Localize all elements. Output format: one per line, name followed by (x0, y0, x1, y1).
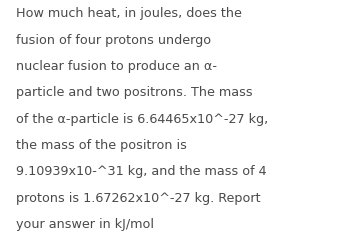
Text: the mass of the positron is: the mass of the positron is (16, 139, 187, 152)
Text: nuclear fusion to produce an α-: nuclear fusion to produce an α- (16, 60, 217, 73)
Text: particle and two positrons. The mass: particle and two positrons. The mass (16, 86, 252, 99)
Text: How much heat, in joules, does the: How much heat, in joules, does the (16, 7, 241, 20)
Text: 9.10939x10-^31 kg, and the mass of 4: 9.10939x10-^31 kg, and the mass of 4 (16, 165, 266, 178)
Text: fusion of four protons undergo: fusion of four protons undergo (16, 34, 211, 47)
Text: your answer in kJ/mol: your answer in kJ/mol (16, 218, 154, 231)
Text: of the α-particle is 6.64465x10^-27 kg,: of the α-particle is 6.64465x10^-27 kg, (16, 113, 268, 126)
Text: protons is 1.67262x10^-27 kg. Report: protons is 1.67262x10^-27 kg. Report (16, 192, 260, 205)
